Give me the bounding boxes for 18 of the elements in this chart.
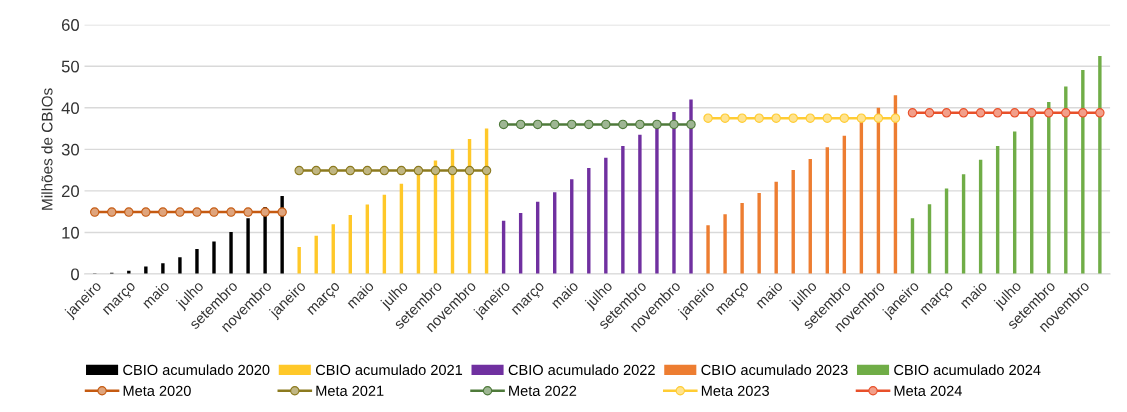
y-tick-label: 10 (62, 226, 80, 239)
y-tick-label: 0 (71, 268, 80, 281)
y-axis-title: Milhões de CBIOs (41, 88, 53, 210)
legend-label: CBIO acumulado 2022 (508, 364, 655, 376)
y-tick-label: 20 (61, 185, 80, 198)
legend-label: CBIO acumulado 2023 (701, 364, 848, 376)
legend-label: Meta 2020 (123, 385, 191, 396)
y-tick-label: 40 (61, 102, 80, 115)
legend-label: Meta 2022 (509, 385, 577, 396)
legend-label: Meta 2021 (316, 385, 384, 396)
legend-label: CBIO acumulado 2021 (315, 364, 463, 376)
legend-label: CBIO acumulado 2024 (894, 364, 1041, 376)
y-tick-label: 60 (61, 19, 80, 31)
legend-label: CBIO acumulado 2020 (123, 364, 270, 376)
legend-label: Meta 2024 (894, 385, 962, 396)
y-tick-label: 30 (61, 143, 80, 156)
legend-label: Meta 2023 (701, 385, 769, 396)
y-tick-label: 50 (61, 60, 80, 73)
